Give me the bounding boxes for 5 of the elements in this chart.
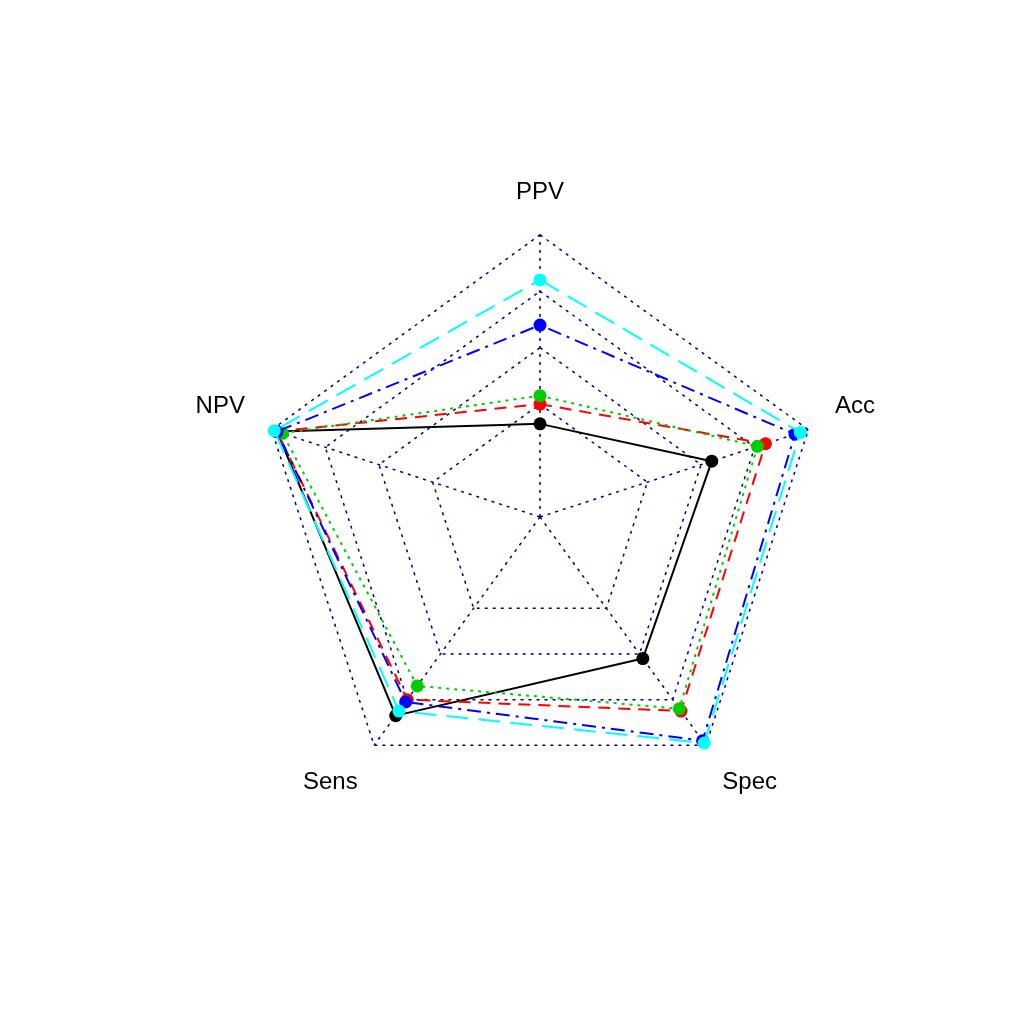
spoke-label: Spec [722,766,778,794]
spoke-label: PPV [515,177,565,205]
spoke-label: NPV [195,391,245,419]
spoke-label: Sens [302,766,358,794]
spoke-label: Acc [835,391,876,419]
